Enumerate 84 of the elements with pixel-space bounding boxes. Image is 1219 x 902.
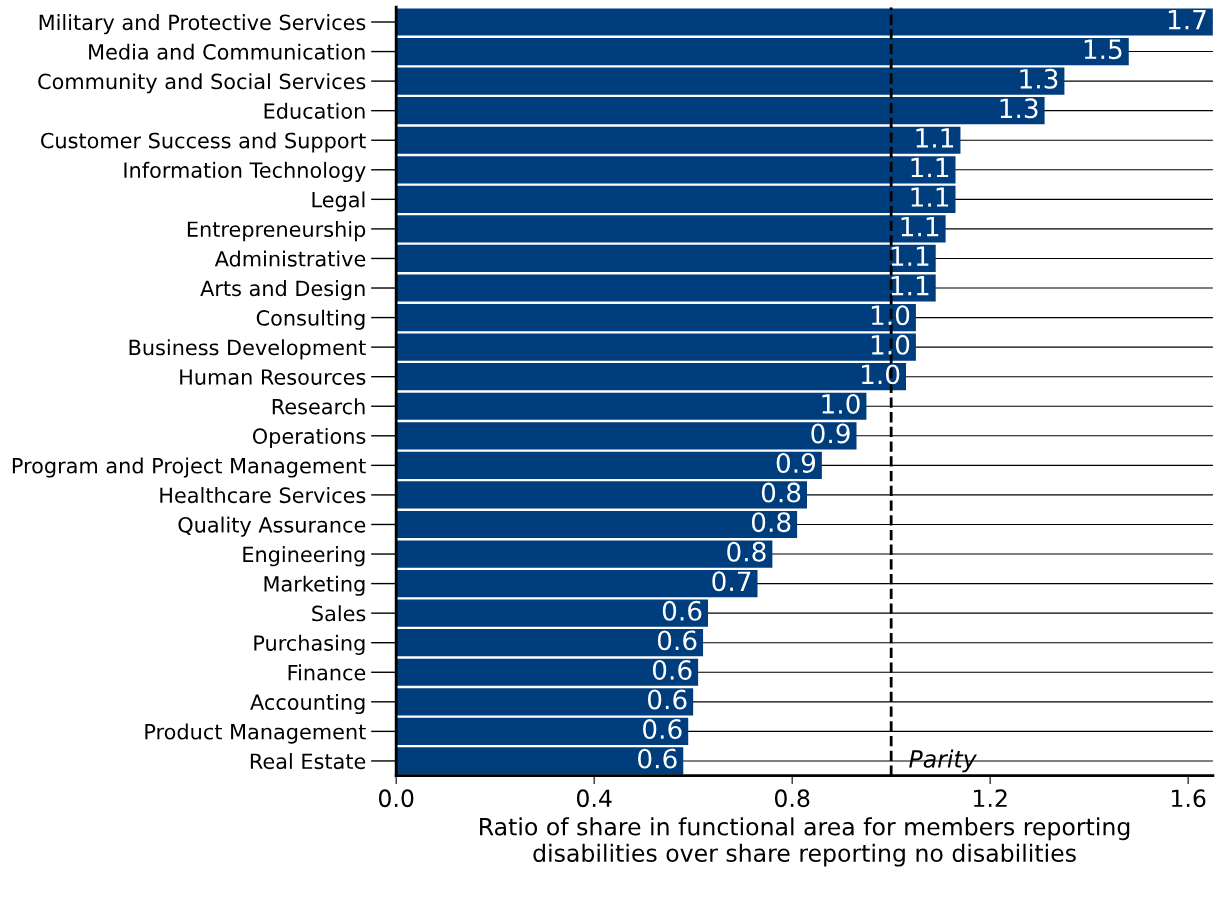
bar xyxy=(396,185,956,213)
y-tick-label: Consulting xyxy=(256,309,365,330)
y-tick-label: Administrative xyxy=(214,250,366,267)
bar xyxy=(396,422,857,450)
y-tick-label: Legal xyxy=(312,191,365,212)
data-label: 1.3 xyxy=(1020,68,1058,89)
data-label: 1.1 xyxy=(891,276,929,296)
y-tick-label: Healthcare Services xyxy=(160,487,366,504)
y-tick-label: Sales xyxy=(312,605,366,622)
bar xyxy=(396,156,956,184)
data-label: 0.9 xyxy=(776,453,816,474)
bar xyxy=(396,126,961,154)
data-label: 1.5 xyxy=(1084,39,1122,60)
bar xyxy=(396,97,1045,125)
data-label: 0.6 xyxy=(643,719,682,740)
bar xyxy=(396,747,684,775)
bar xyxy=(396,481,808,509)
x-tick-label: 0.4 xyxy=(576,789,612,808)
bar xyxy=(396,510,798,539)
y-tick-label: Product Management xyxy=(145,723,366,744)
y-tick-label: Community and Social Services xyxy=(38,73,366,94)
bar xyxy=(396,688,694,716)
y-tick-label: Program and Project Management xyxy=(12,457,366,478)
bar xyxy=(396,570,758,598)
bar xyxy=(396,392,867,420)
bar xyxy=(396,37,1129,66)
bar xyxy=(396,629,704,657)
data-label: 0.8 xyxy=(761,482,801,503)
y-tick-label: Purchasing xyxy=(254,634,365,655)
bar xyxy=(396,303,916,332)
bar xyxy=(396,599,709,627)
y-tick-label: Real Estate xyxy=(250,753,366,770)
y-tick-label: Military and Protective Services xyxy=(39,14,366,35)
data-label: 0.8 xyxy=(751,512,791,533)
x-tick-label: 1.6 xyxy=(1171,789,1206,808)
y-tick-label: Education xyxy=(264,102,365,119)
y-tick-label: Engineering xyxy=(243,546,365,567)
bar xyxy=(396,451,822,479)
data-label: 1.0 xyxy=(871,334,910,355)
y-tick-label: Arts and Design xyxy=(200,280,365,301)
y-tick-label: Business Development xyxy=(129,339,366,360)
y-tick-label: Entrepreneurship xyxy=(187,220,366,242)
bar xyxy=(396,244,936,273)
data-label: 1.1 xyxy=(911,157,949,178)
bar xyxy=(396,540,773,568)
y-tick-label: Customer Success and Support xyxy=(41,132,366,153)
bar xyxy=(396,717,689,745)
y-tick-label: Finance xyxy=(288,664,366,681)
y-tick-label: Media and Communication xyxy=(89,43,365,60)
data-label: 0.6 xyxy=(638,748,677,769)
ref-line-label: Parity xyxy=(909,749,977,773)
data-label: 0.9 xyxy=(811,423,850,444)
data-label: 0.6 xyxy=(647,689,687,710)
data-label: 1.0 xyxy=(861,364,900,385)
data-label: 1.0 xyxy=(822,393,860,414)
x-tick-label: 1.2 xyxy=(973,789,1007,807)
data-label: 0.7 xyxy=(712,571,751,592)
y-tick-label: Operations xyxy=(252,427,366,449)
bar xyxy=(396,67,1065,95)
data-label: 0.6 xyxy=(657,630,697,651)
y-tick-label: Accounting xyxy=(250,693,365,715)
x-axis-title: Ratio of share in functional area for members reporting disabilities over share reporting no disabilities xyxy=(480,817,1130,867)
y-tick-label: Information Technology xyxy=(124,161,366,183)
data-label: 1.7 xyxy=(1168,10,1206,30)
y-tick-label: Quality Assurance xyxy=(178,516,366,537)
data-label: 0.6 xyxy=(662,600,702,621)
y-tick-label: Research xyxy=(272,398,365,415)
data-label: 1.1 xyxy=(901,216,939,237)
data-label: 1.1 xyxy=(891,246,929,266)
data-label: 1.3 xyxy=(1000,98,1038,119)
bar xyxy=(396,215,946,243)
y-tick-label: Human Resources xyxy=(180,369,366,385)
x-tick-label: 0.0 xyxy=(378,789,414,808)
bar xyxy=(396,333,916,361)
y-tick-label: Marketing xyxy=(264,575,365,596)
data-label: 0.6 xyxy=(652,659,692,680)
data-label: 1.0 xyxy=(871,305,910,326)
data-label: 0.8 xyxy=(727,541,766,562)
bar xyxy=(396,274,936,302)
bar xyxy=(396,658,699,686)
x-tick-label: 0.8 xyxy=(774,789,810,808)
bar xyxy=(396,363,907,391)
data-label: 1.1 xyxy=(916,128,954,148)
data-label: 1.1 xyxy=(911,187,949,207)
